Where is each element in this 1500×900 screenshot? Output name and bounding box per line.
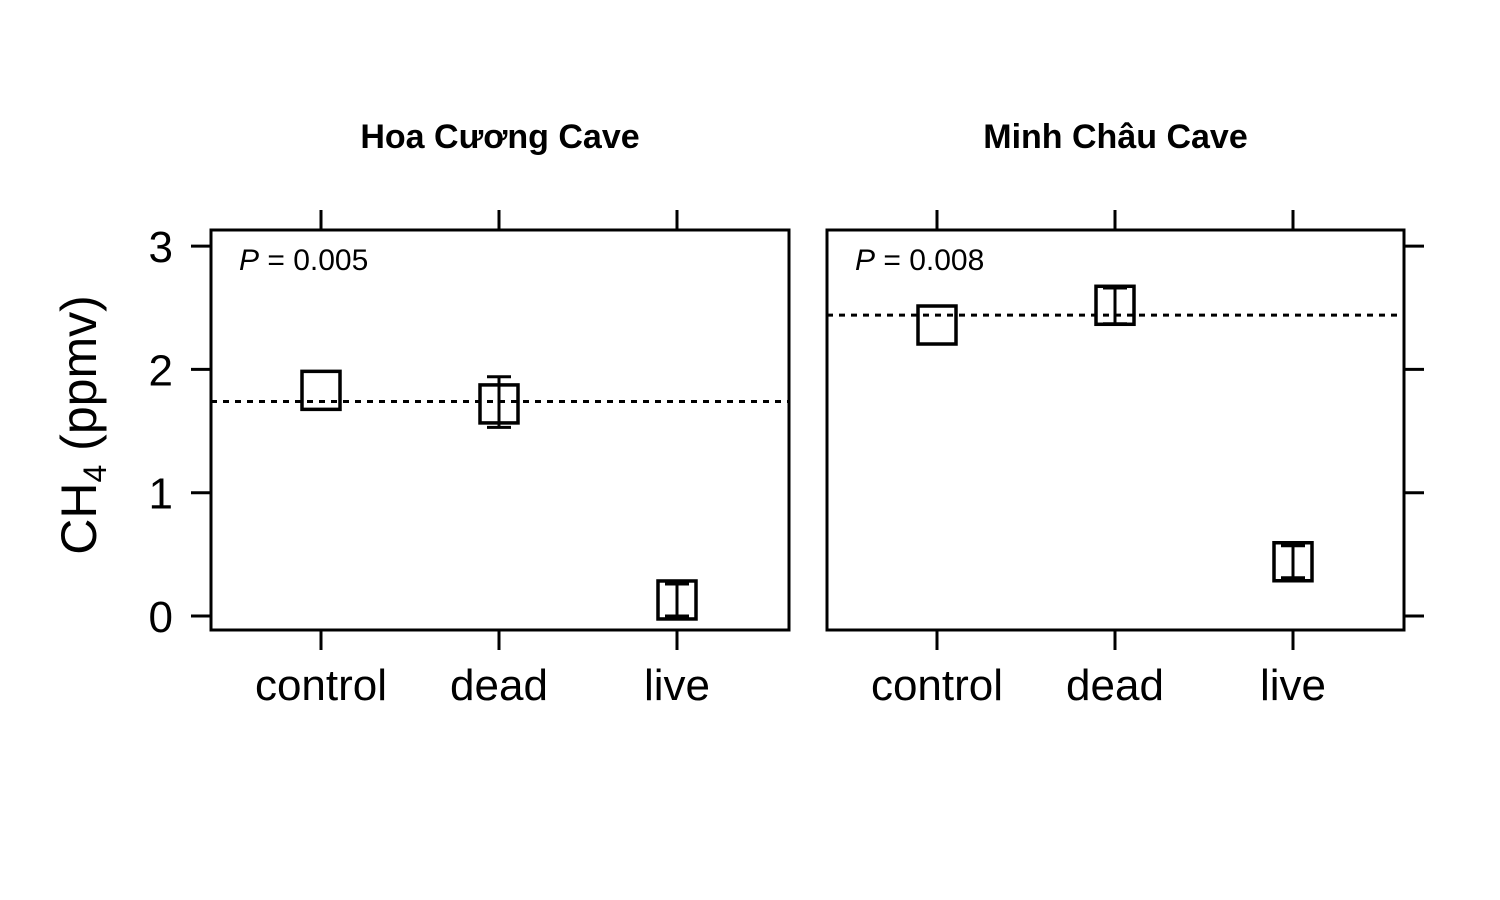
y-axis-label: CH4 (ppmv) [51,295,113,554]
x-tick-label: live [644,661,710,710]
y-tick-label: 3 [149,223,173,272]
plot-frame [209,228,791,632]
data-point [916,304,958,346]
p-value-annotation: P = 0.008 [855,244,984,277]
p-value: = 0.008 [875,244,984,277]
y-tick-label: 1 [149,470,173,519]
x-tick-label: control [871,661,1003,710]
p-label: P [855,244,875,277]
p-label: P [239,244,259,277]
panels: Hoa Cương Cave control dead live 0 1 2 3 P = 0.0… [149,118,1424,710]
p-value: = 0.005 [259,244,368,277]
y-axis-label-main: CH [51,483,107,555]
panel-2: Minh Châu Cave control dead live P = 0.008 [825,118,1424,710]
data-point [1272,540,1314,583]
data-point [656,579,698,621]
x-tick-label: dead [1066,661,1164,710]
y-tick-label: 2 [149,346,173,395]
x-tick-label: live [1260,661,1326,710]
data-point [300,369,342,412]
panel-title: Hoa Cương Cave [360,118,639,156]
y-axis-label-unit: (ppmv) [51,295,107,464]
y-tick-label: 0 [149,593,173,642]
y-axis-label-subscript: 4 [77,465,113,483]
x-tick-label: control [255,661,387,710]
panel-1: Hoa Cương Cave control dead live 0 1 2 3 P = 0.0… [149,118,791,710]
panel-title: Minh Châu Cave [983,118,1247,156]
p-value-annotation: P = 0.005 [239,244,368,277]
x-tick-label: dead [450,661,548,710]
